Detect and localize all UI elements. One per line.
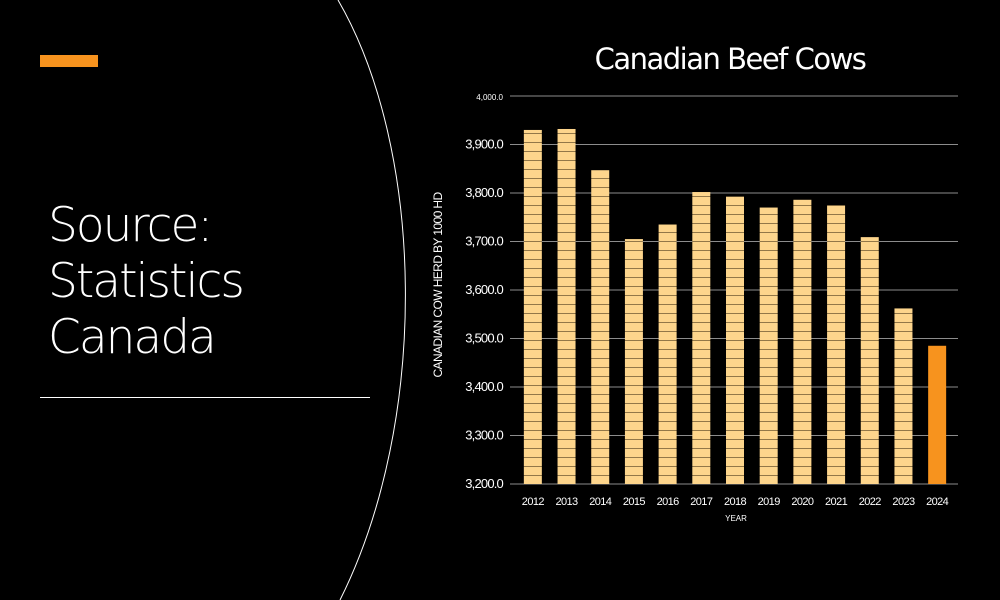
x-tick-label: 2014	[589, 496, 612, 508]
x-tick-label: 2013	[555, 496, 578, 508]
y-axis-label: CANADIAN COW HERD BY 1000 HD	[431, 192, 445, 378]
source-text: Source: Statistics Canada	[48, 198, 245, 366]
divider-line	[40, 397, 370, 398]
y-tick-label: 3,800.0	[465, 185, 503, 200]
x-tick-label: 2016	[657, 496, 680, 508]
bar-2016	[658, 224, 677, 484]
x-tick-label: 2012	[522, 496, 545, 508]
bar-2014	[591, 170, 610, 484]
accent-bar	[40, 55, 98, 67]
x-tick-label: 2021	[825, 496, 848, 508]
x-tick-label: 2018	[724, 496, 747, 508]
source-line-1: Source:	[48, 198, 213, 253]
bar-2012	[523, 129, 542, 484]
x-tick-label: 2024	[926, 496, 949, 508]
y-tick-label: 3,600.0	[465, 282, 503, 297]
x-tick-label: 2019	[758, 496, 781, 508]
source-line-2: Statistics	[48, 254, 245, 309]
x-tick-label: 2020	[791, 496, 814, 508]
x-axis-label: YEAR	[725, 514, 747, 523]
y-tick-label: 3,400.0	[465, 379, 503, 394]
x-tick-label: 2023	[892, 496, 915, 508]
chart-title: Canadian Beef Cows	[594, 42, 867, 76]
bar-2018	[726, 196, 744, 484]
bar-2013	[557, 128, 576, 485]
bar-2021	[827, 205, 846, 484]
y-tick-label: 3,200.0	[465, 476, 503, 491]
bar-2015	[624, 239, 643, 484]
source-line-3: Canada	[48, 310, 217, 365]
bar-2020	[793, 199, 812, 485]
x-tick-label: 2015	[623, 496, 646, 508]
bar-2019	[759, 207, 778, 485]
bar-2023	[894, 308, 913, 484]
y-tick-label: 3,700.0	[465, 234, 503, 249]
y-tick-label: 3,500.0	[465, 331, 503, 346]
y-tick-label: 4,000.0	[476, 93, 503, 102]
y-tick-label: 3,300.0	[465, 428, 503, 443]
bar-2022	[860, 237, 879, 484]
bar-2017	[692, 192, 711, 484]
x-tick-label: 2022	[859, 496, 882, 508]
y-tick-label: 3,900.0	[465, 137, 503, 152]
x-tick-label: 2017	[690, 496, 713, 508]
bar-2024	[928, 345, 947, 484]
